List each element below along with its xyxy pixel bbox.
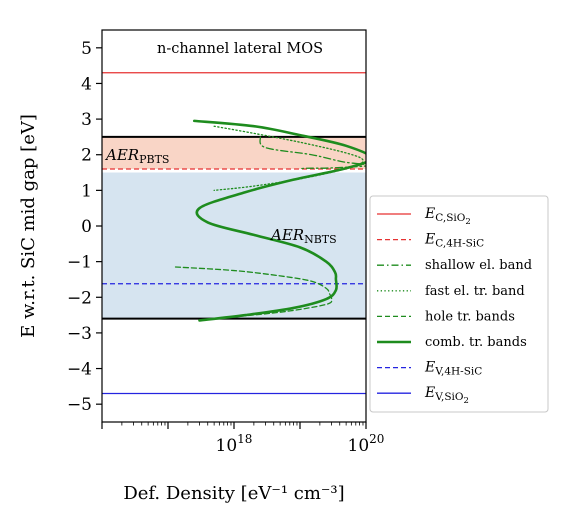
legend-label: EC,SiO2 [424,206,471,227]
legend-item-hole: hole tr. bands [377,309,515,324]
x-tick-label: 1020 [348,432,385,456]
legend-item-shallow_el: shallow el. band [377,258,532,273]
aer-pbts-label: AERPBTS [104,146,169,166]
legend: EC,SiO2 EC,4H-SiC shallow el. band fast el.… [369,195,549,413]
legend-label: fast el. tr. band [425,284,525,299]
legend-label: comb. tr. bands [425,335,527,350]
series-fast_el [213,125,364,192]
legend-box [369,195,549,413]
legend-label: EV,SiO2 [424,385,469,406]
legend-item-fast_el: fast el. tr. band [377,284,525,299]
x-axis-label: Def. Density [eV⁻¹ cm⁻³] [123,483,344,504]
y-tick-label: −3 [67,324,92,344]
legend-label: hole tr. bands [425,309,515,324]
series-hole [174,266,333,322]
legend-item-ev_4hsic: EV,4H-SiC [377,360,482,378]
legend-label: shallow el. band [425,258,532,273]
legend-label: EV,4H-SiC [424,360,482,378]
y-tick-label: −4 [67,360,92,380]
legend-item-comb: comb. tr. bands [377,335,527,350]
y-tick-label: 2 [81,146,92,166]
y-tick-label: 4 [81,74,92,94]
aer-nbts-label: AERNBTS [269,226,337,246]
legend-item-ev_sio2: EV,SiO2 [377,385,469,406]
shaded-band-1 [102,136,366,169]
device-annotation: n-channel lateral MOS [157,41,323,57]
y-tick-label: −2 [67,288,92,308]
y-tick-label: −1 [67,253,92,273]
y-tick-label: 5 [81,39,92,59]
legend-label: EC,4H-SiC [424,232,484,250]
legend-item-ec_4hsic: EC,4H-SiC [377,232,484,250]
series-shallow_el [259,136,366,170]
x-tick-label: 1018 [216,432,253,456]
y-tick-label: 0 [81,217,92,237]
series-comb [192,119,366,322]
y-tick-label: −5 [67,395,92,415]
y-tick-label: 3 [81,110,92,130]
y-axis-label: E w.r.t. SiC mid gap [eV] [18,114,39,338]
legend-item-ec_sio2: EC,SiO2 [377,206,471,227]
y-tick-label: 1 [81,181,92,201]
